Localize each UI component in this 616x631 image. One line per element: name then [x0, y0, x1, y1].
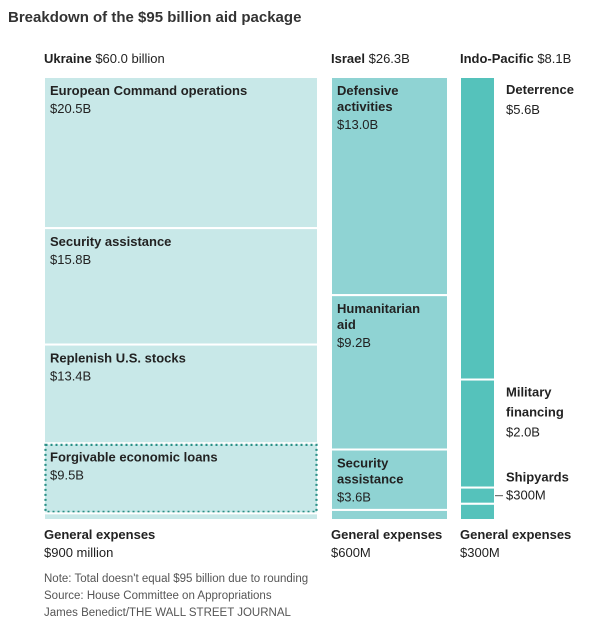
israel-humanitarian-aid-name-line-0: Humanitarian	[337, 301, 420, 316]
ukraine-general-expenses-value: $900 million	[44, 545, 114, 560]
israel-total: $26.3B	[368, 51, 410, 66]
israel-humanitarian-aid-name-line-1: aid	[337, 317, 356, 332]
israel-defensive-activities-name-line-1: activities	[337, 99, 393, 114]
israel-security-assistance-value: $3.6B	[337, 490, 371, 505]
indo-pacific-name: Indo-Pacific	[460, 51, 534, 66]
israel-general-expenses-rect	[330, 508, 449, 522]
ukraine-european-command-operations-rect	[43, 76, 319, 230]
ukraine-general-expenses-name: General expenses	[44, 527, 156, 542]
israel-security-assistance-rect	[330, 448, 449, 511]
indo-shipyards-rect	[459, 486, 496, 505]
ukraine-security-assistance-name-line-0: Security assistance	[50, 234, 171, 249]
israel-defensive-activities-name-line-0: Defensive	[337, 83, 398, 98]
ukraine-replenish-u-s-stocks-name-line-0: Replenish U.S. stocks	[50, 351, 186, 366]
indo-general-expenses-rect	[459, 502, 496, 522]
ukraine-replenish-u-s-stocks-value: $13.4B	[50, 369, 91, 384]
source-text: Source: House Committee on Appropriation…	[44, 590, 272, 602]
ukraine-security-assistance-value: $15.8B	[50, 252, 91, 267]
indo-deterrence-rect	[459, 76, 496, 381]
ukraine-european-command-operations-name-line-0: European Command operations	[50, 83, 247, 98]
israel-general-expenses-name: General expenses	[331, 527, 443, 542]
indo-military-financing-rect	[459, 378, 496, 489]
note-text: Note: Total doesn't equal $95 billion du…	[44, 573, 309, 585]
indo-military-financing-value: $2.0B	[506, 425, 540, 440]
ukraine-general-expenses-label: General expenses $900 million	[44, 526, 155, 562]
ukraine-forgivable-economic-loans-dotted-outline	[44, 443, 318, 513]
ukraine-forgivable-economic-loans-value: $9.5B	[50, 467, 84, 482]
indo-pacific-general-expenses-name: General expenses	[460, 527, 572, 542]
ukraine-european-command-operations-value: $20.5B	[50, 101, 91, 116]
israel-defensive-activities-value: $13.0B	[337, 117, 378, 132]
credit-text: James Benedict/THE WALL STREET JOURNAL	[44, 607, 291, 619]
ukraine-header: Ukraine $60.0 billion	[44, 51, 165, 66]
indo-shipyards-name-line-0: Shipyards	[506, 470, 569, 485]
indo-deterrence-value: $5.6B	[506, 102, 540, 117]
chart-notes: Note: Total doesn't equal $95 billion du…	[44, 571, 308, 622]
indo-pacific-general-expenses-value: $300M	[460, 545, 500, 560]
ukraine-general-expenses-rect	[43, 512, 319, 521]
indo-military-financing-name-line-1: financing	[506, 405, 564, 420]
ukraine-total: $60.0 billion	[95, 51, 165, 66]
israel-header: Israel $26.3B	[331, 51, 410, 66]
indo-pacific-general-expenses-label: General expenses $300M	[460, 526, 571, 562]
israel-humanitarian-aid-value: $9.2B	[337, 335, 371, 350]
israel-security-assistance-name-line-1: assistance	[337, 472, 404, 487]
ukraine-security-assistance-rect	[43, 227, 319, 346]
ukraine-name: Ukraine	[44, 51, 92, 66]
indo-military-financing-name-line-0: Military	[506, 385, 552, 400]
israel-security-assistance-name-line-0: Security	[337, 456, 389, 471]
israel-name: Israel	[331, 51, 365, 66]
indo-deterrence-name-line-0: Deterrence	[506, 82, 574, 97]
ukraine-forgivable-economic-loans-name-line-0: Forgivable economic loans	[50, 449, 218, 464]
indo-pacific-total: $8.1B	[537, 51, 572, 66]
indo-pacific-header: Indo-Pacific $8.1B	[460, 51, 571, 66]
israel-defensive-activities-rect	[330, 76, 449, 297]
israel-general-expenses-label: General expenses $600M	[331, 526, 442, 562]
indo-shipyards-value: $300M	[506, 488, 546, 503]
chart-title: Breakdown of the $95 billion aid package	[8, 9, 302, 26]
israel-general-expenses-value: $600M	[331, 545, 371, 560]
ukraine-replenish-u-s-stocks-rect	[43, 343, 319, 445]
israel-humanitarian-aid-rect	[330, 294, 449, 451]
